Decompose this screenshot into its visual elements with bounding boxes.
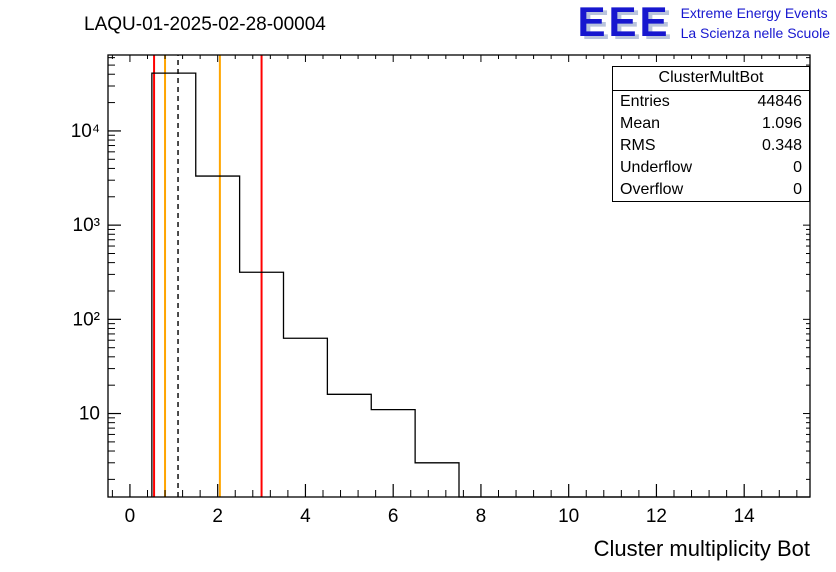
stats-row-value: 44846 xyxy=(757,93,803,110)
stats-row: Overflow 0 xyxy=(613,179,809,201)
stats-row-label: Entries xyxy=(620,93,670,110)
eee-logo-line1: Extreme Energy Events xyxy=(680,5,828,21)
stats-row-value: 0 xyxy=(793,181,802,198)
stats-row-label: RMS xyxy=(620,137,656,154)
stats-row-value: 0.348 xyxy=(761,137,802,154)
stats-box: ClusterMultBot Entries 44846 Mean 1.096 RMS 0… xyxy=(612,66,810,202)
eee-logo: EEE Extreme Energy Events La Scienza nel… xyxy=(577,0,830,45)
x-axis-tick-label: 12 xyxy=(646,506,667,527)
eee-logo-line2: La Scienza nelle Scuole xyxy=(680,25,830,41)
stats-row-label: Mean xyxy=(620,115,661,132)
y-axis-tick-label: 10² xyxy=(73,309,100,330)
stats-box-title: ClusterMultBot xyxy=(613,67,809,91)
eee-logo-acronym: EEE xyxy=(577,0,671,45)
x-axis-tick-label: 10 xyxy=(558,506,579,527)
x-axis-label: Cluster multiplicity Bot xyxy=(593,536,810,561)
histogram-line xyxy=(151,72,810,498)
y-axis-tick-label: 10 xyxy=(79,404,100,425)
stats-rows: Entries 44846 Mean 1.096 RMS 0.348 Underflow 0 O… xyxy=(613,91,809,201)
stats-row-label: Overflow xyxy=(620,181,684,198)
x-axis-tick-label: 2 xyxy=(212,506,223,527)
y-axis-tick-label: 10³ xyxy=(73,215,100,236)
stats-row: RMS 0.348 xyxy=(613,135,809,157)
eee-logo-text: Extreme Energy Events La Scienza nelle S… xyxy=(681,2,830,41)
x-axis-tick-label: 0 xyxy=(125,506,136,527)
y-axis-tick-label: 10⁴ xyxy=(71,121,100,142)
x-axis-tick-label: 6 xyxy=(388,506,399,527)
stats-row: Mean 1.096 xyxy=(613,113,809,135)
x-axis-tick-label: 8 xyxy=(476,506,487,527)
x-axis-tick-label: 14 xyxy=(734,506,756,527)
plot-title: LAQU-01-2025-02-28-00004 xyxy=(84,14,326,35)
stats-row: Entries 44846 xyxy=(613,91,809,113)
plot-frame xyxy=(107,54,811,498)
stats-row-value: 0 xyxy=(793,159,802,176)
stats-row: Underflow 0 xyxy=(613,157,809,179)
x-axis-tick-label: 4 xyxy=(300,506,311,527)
stats-row-value: 1.096 xyxy=(761,115,802,132)
stats-row-label: Underflow xyxy=(620,159,693,176)
